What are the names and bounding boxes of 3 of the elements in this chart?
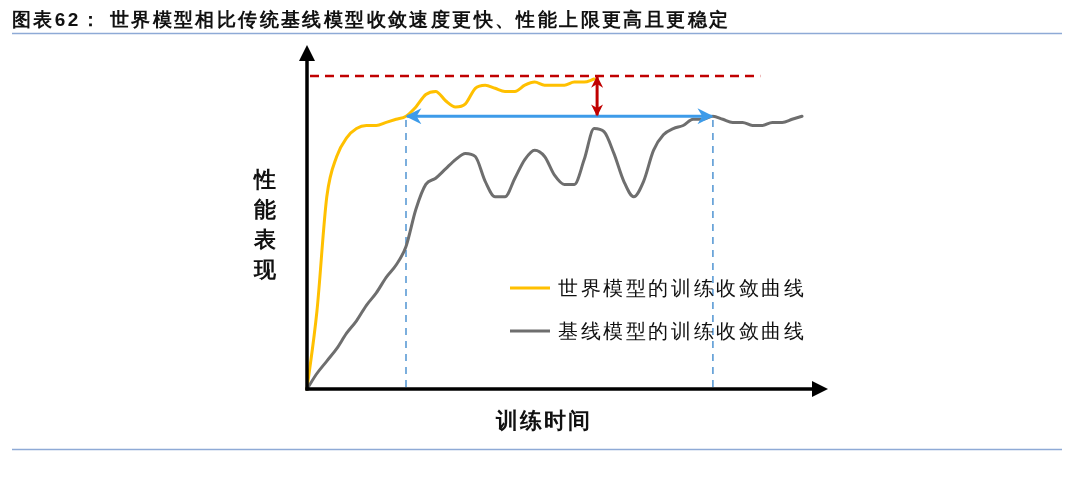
ylabel: 性能表现 (254, 167, 276, 282)
xlabel: 训练时间 (495, 408, 592, 433)
title: 图表62： 世界模型相比传统基线模型收敛速度更快、性能上限更高且更稳定 (12, 9, 731, 30)
